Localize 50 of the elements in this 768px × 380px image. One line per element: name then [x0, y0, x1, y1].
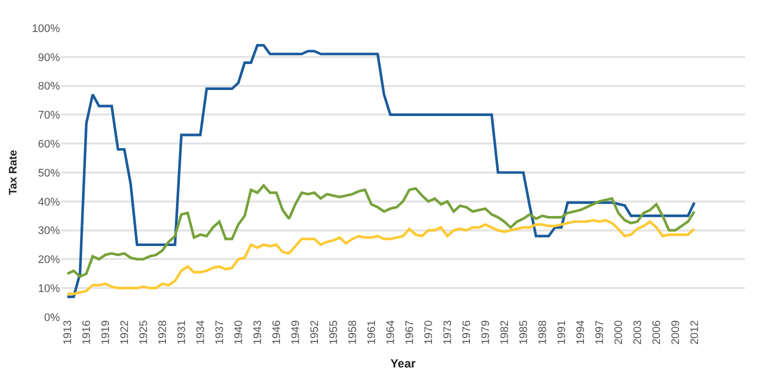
x-tick-label: 1985 — [518, 320, 530, 345]
x-tick-label: 1940 — [232, 320, 245, 345]
x-tick-label: 1976 — [460, 320, 473, 345]
y-tick-label: 10% — [38, 282, 60, 295]
x-tick-label: 1916 — [80, 320, 93, 345]
x-axis-title: Year — [390, 356, 416, 371]
x-tick-label: 1922 — [118, 320, 131, 345]
x-tick-label: 1937 — [214, 320, 226, 345]
x-tick-label: 1961 — [366, 320, 378, 345]
x-tick-label: 1970 — [422, 320, 435, 345]
x-tick-label: 1952 — [308, 320, 321, 345]
x-tick-label: 1925 — [138, 320, 150, 345]
x-tick-label: 1973 — [442, 320, 454, 345]
x-tick-label: 1988 — [536, 320, 549, 345]
y-tick-label: 70% — [38, 110, 60, 122]
x-tick-label: 1955 — [328, 320, 340, 345]
x-tick-label: 2006 — [650, 320, 663, 345]
x-tick-label: 1967 — [404, 320, 416, 345]
line-series — [66, 44, 696, 298]
x-tick-label: 1946 — [270, 320, 283, 345]
x-tick-label: 2012 — [688, 320, 701, 345]
line-series — [66, 184, 696, 278]
y-tick-label: 80% — [38, 80, 60, 93]
x-tick-label: 1982 — [498, 320, 511, 345]
x-tick-label: 1997 — [594, 320, 606, 345]
x-tick-label: 2000 — [612, 320, 625, 345]
x-tick-label: 1934 — [194, 320, 207, 345]
x-tick-label: 1958 — [346, 320, 359, 345]
x-tick-label: 1928 — [156, 320, 169, 345]
y-axis-title: Tax Rate — [8, 150, 20, 196]
y-tick-label: 100% — [32, 22, 60, 35]
x-tick-label: 1931 — [176, 320, 188, 345]
x-tick-label: 2009 — [670, 320, 682, 345]
y-tick-label: 50% — [38, 167, 60, 180]
x-tick-label: 1964 — [384, 320, 397, 345]
x-tick-label: 1919 — [100, 320, 112, 345]
x-tick-label: 2003 — [632, 320, 644, 345]
y-tick-label: 30% — [38, 225, 60, 238]
y-tick-label: 0% — [44, 312, 60, 324]
x-tick-label: 1913 — [62, 320, 74, 345]
y-tick-label: 90% — [38, 52, 60, 64]
x-tick-label: 1994 — [574, 320, 587, 345]
x-tick-label: 1979 — [480, 320, 492, 345]
y-tick-label: 20% — [38, 254, 60, 266]
y-tick-label: 60% — [38, 138, 60, 150]
x-tick-label: 1943 — [252, 320, 264, 345]
line-series — [66, 218, 696, 296]
x-tick-label: 1991 — [556, 320, 568, 345]
x-tick-label: 1949 — [290, 320, 302, 345]
y-tick-label: 40% — [38, 196, 60, 208]
